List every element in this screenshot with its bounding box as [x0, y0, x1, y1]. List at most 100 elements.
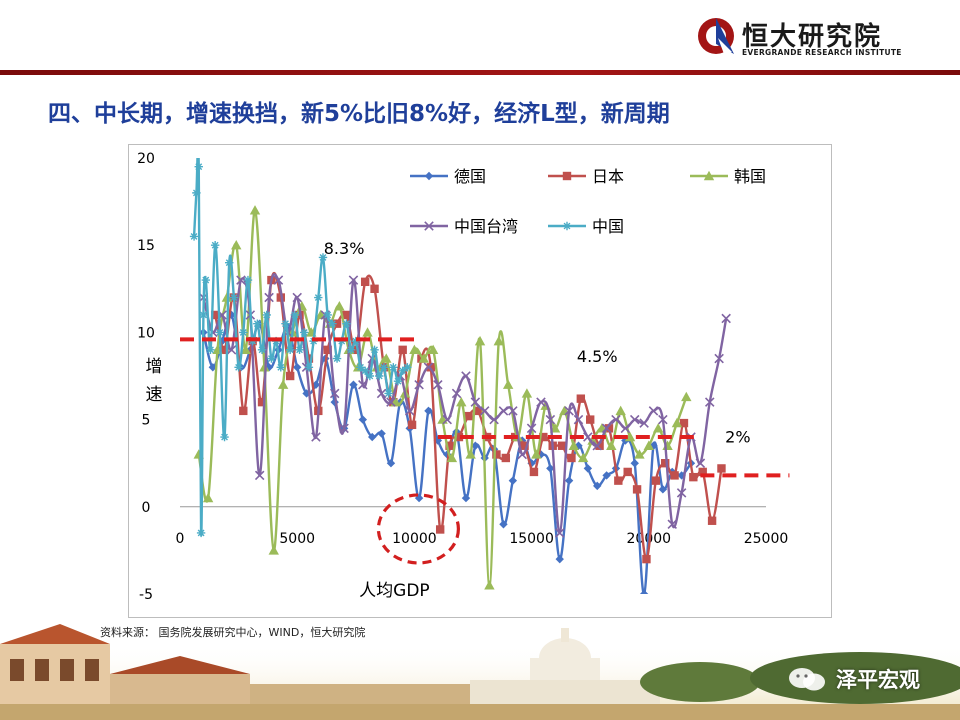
data-point: [587, 435, 598, 445]
x-tick-label: 0: [176, 531, 185, 547]
data-point: [695, 458, 706, 468]
series-asterisk: [189, 158, 412, 538]
data-point: [493, 335, 504, 346]
data-point: [370, 345, 379, 355]
data-point: [381, 353, 392, 363]
data-point: [573, 414, 584, 425]
data-point: [508, 476, 518, 485]
data-point: [427, 344, 439, 355]
data-point: [474, 335, 486, 346]
data-point: [281, 319, 290, 328]
data-point: [210, 310, 220, 320]
data-point: [273, 275, 284, 285]
data-point: [202, 492, 214, 503]
data-point: [358, 379, 368, 390]
data-point: [304, 363, 314, 372]
data-point: [703, 170, 715, 181]
data-point: [206, 345, 215, 355]
data-point: [342, 319, 351, 328]
data-point: [351, 336, 360, 346]
data-point: [595, 441, 604, 450]
data-point: [379, 363, 389, 372]
brand-logo: 恒大研究院 EVERGRANDE RESEARCH INSTITUTE: [694, 14, 926, 60]
data-point: [267, 354, 276, 363]
data-point: [407, 420, 417, 430]
data-point: [632, 485, 642, 494]
data-point: [630, 459, 639, 468]
data-point: [676, 488, 687, 498]
data-point: [464, 411, 473, 421]
data-point: [592, 440, 602, 451]
data-point: [526, 423, 537, 434]
data-point: [268, 545, 279, 555]
data-point: [346, 345, 356, 355]
data-point: [689, 472, 698, 482]
annotation-label: 8.3%: [324, 239, 365, 258]
data-point: [323, 310, 332, 320]
data-point: [501, 453, 511, 463]
data-point: [652, 423, 664, 433]
data-point: [614, 476, 623, 485]
y-tick-label: 10: [137, 325, 155, 341]
data-point: [658, 414, 668, 425]
x-tick-label: 5000: [279, 531, 315, 547]
highlight-circle: [376, 493, 460, 565]
brand-name-en: EVERGRANDE RESEARCH INSTITUTE: [742, 48, 902, 57]
data-point: [360, 277, 370, 287]
data-point: [210, 241, 220, 250]
data-point: [424, 171, 434, 181]
data-point: [220, 432, 229, 442]
data-point: [404, 406, 415, 416]
data-point: [623, 467, 632, 477]
data-point: [356, 363, 365, 372]
data-point: [531, 449, 542, 459]
y-tick-label: -5: [139, 587, 153, 603]
data-point: [601, 423, 612, 434]
data-point: [602, 471, 611, 480]
data-point: [348, 275, 359, 285]
data-point: [311, 432, 321, 442]
data-point: [679, 418, 689, 428]
data-point: [461, 371, 471, 381]
annotation-label: 4.5%: [577, 347, 618, 366]
data-point: [377, 429, 386, 438]
data-point: [651, 476, 661, 485]
data-point: [529, 467, 539, 477]
data-point: [567, 453, 576, 463]
data-point: [461, 493, 471, 503]
data-point: [323, 345, 332, 355]
x-tick-label: 15000: [509, 531, 554, 547]
data-point: [398, 345, 407, 355]
data-point: [409, 344, 420, 355]
data-point: [492, 450, 501, 459]
data-point: [414, 379, 424, 390]
data-point: [360, 366, 370, 375]
data-point: [339, 423, 349, 434]
data-point: [192, 188, 201, 198]
data-point: [502, 379, 514, 389]
data-point: [658, 485, 668, 494]
data-point: [386, 459, 396, 468]
data-point: [384, 389, 393, 398]
watermark-label: 泽平宏观: [836, 668, 920, 692]
data-point: [398, 366, 407, 375]
data-point: [277, 379, 289, 389]
data-point: [365, 371, 375, 381]
data-point: [498, 406, 509, 416]
data-point: [586, 415, 595, 424]
data-point: [604, 424, 614, 433]
x-tick-label: 25000: [744, 531, 789, 547]
data-point: [239, 406, 248, 416]
data-point: [671, 417, 683, 428]
data-point: [221, 292, 233, 302]
data-point: [262, 310, 271, 320]
data-point: [484, 580, 495, 590]
data-point: [435, 525, 445, 534]
legend-label: 德国: [454, 167, 486, 186]
y-tick-label: 15: [137, 238, 155, 254]
data-point: [300, 328, 309, 337]
data-point: [568, 440, 579, 450]
data-point: [557, 441, 567, 450]
data-point: [643, 440, 654, 450]
annotation-label: 2%: [725, 427, 750, 446]
